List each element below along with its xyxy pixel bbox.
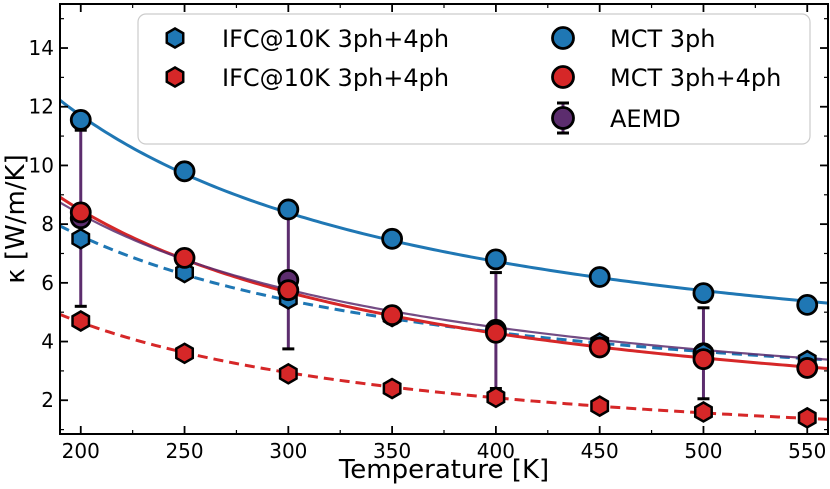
data-point-1 — [693, 401, 713, 423]
data-point-3 — [484, 321, 507, 344]
plot-area — [60, 99, 828, 429]
legend-marker-circle — [551, 65, 575, 89]
legend-label: IFC@10K 3ph+4ph — [222, 64, 449, 92]
axes: 200 250 300 350 400 450 500 550 2 4 6 8 10 12 14 — [29, 4, 828, 463]
data-point-2 — [692, 282, 715, 305]
data-point-3 — [692, 348, 715, 371]
data-point-1 — [797, 406, 817, 429]
legend-entry-0: IFC@10K 3ph+4ph — [165, 25, 449, 53]
y-tick-label: 12 — [29, 95, 54, 119]
data-point-3 — [588, 336, 611, 359]
y-tick-label: 6 — [41, 271, 54, 295]
data-point-2 — [69, 109, 92, 131]
legend-box — [137, 13, 811, 145]
y-tick-label: 10 — [29, 153, 54, 177]
data-point-2 — [484, 248, 507, 271]
data-point-1 — [175, 342, 195, 365]
y-axis-label: κ [W/m/K] — [1, 154, 31, 283]
data-point-1 — [71, 310, 91, 332]
x-tick-label: 500 — [684, 439, 722, 463]
legend-marker-hexagon — [165, 27, 185, 49]
legend-entry-3: MCT 3ph+4ph — [551, 64, 781, 92]
x-tick-label: 550 — [788, 439, 826, 463]
x-tick-label: 250 — [165, 439, 203, 463]
fit-line-3 — [60, 195, 828, 371]
y-tick-label: 4 — [41, 330, 54, 354]
fit-line-1 — [60, 313, 828, 421]
data-point-1 — [590, 395, 610, 418]
x-tick-label: 400 — [477, 439, 515, 463]
x-tick-label: 350 — [373, 439, 411, 463]
data-point-2 — [796, 293, 819, 316]
legend-marker-circle — [551, 26, 575, 50]
legend-marker-hexagon — [165, 66, 185, 88]
data-point-1 — [382, 377, 402, 400]
data-point-2 — [173, 160, 196, 183]
legend-entry-4: AEMD — [551, 101, 681, 135]
data-point-0 — [71, 227, 91, 250]
data-point-3 — [381, 304, 404, 327]
aemd-fit-line — [60, 201, 828, 361]
x-tick-label: 300 — [269, 439, 307, 463]
y-tick-label: 2 — [41, 388, 54, 412]
legend: IFC@10K 3ph+4ph IFC@10K 3ph+4ph MCT 3ph MCT… — [137, 13, 811, 145]
x-axis-label: Temperature [K] — [338, 455, 549, 485]
legend-label: IFC@10K 3ph+4ph — [222, 25, 449, 53]
legend-label: AEMD — [610, 105, 681, 133]
data-point-2 — [277, 198, 300, 221]
x-tick-label: 450 — [581, 439, 619, 463]
data-point-3 — [277, 279, 300, 302]
data-point-3 — [69, 201, 92, 224]
legend-marker-circle — [551, 106, 575, 130]
legend-entry-1: IFC@10K 3ph+4ph — [165, 64, 449, 92]
data-point-1 — [486, 386, 506, 409]
legend-label: MCT 3ph+4ph — [610, 64, 781, 92]
data-point-1 — [278, 362, 298, 385]
data-point-3 — [796, 357, 819, 379]
legend-label: MCT 3ph — [610, 25, 715, 53]
x-tick-label: 200 — [62, 439, 100, 463]
data-point-3 — [173, 246, 196, 269]
y-tick-label: 14 — [29, 36, 54, 60]
y-tick-label: 8 — [41, 212, 54, 236]
data-point-2 — [381, 227, 404, 250]
legend-entry-2: MCT 3ph — [551, 25, 715, 53]
data-point-2 — [588, 266, 611, 288]
